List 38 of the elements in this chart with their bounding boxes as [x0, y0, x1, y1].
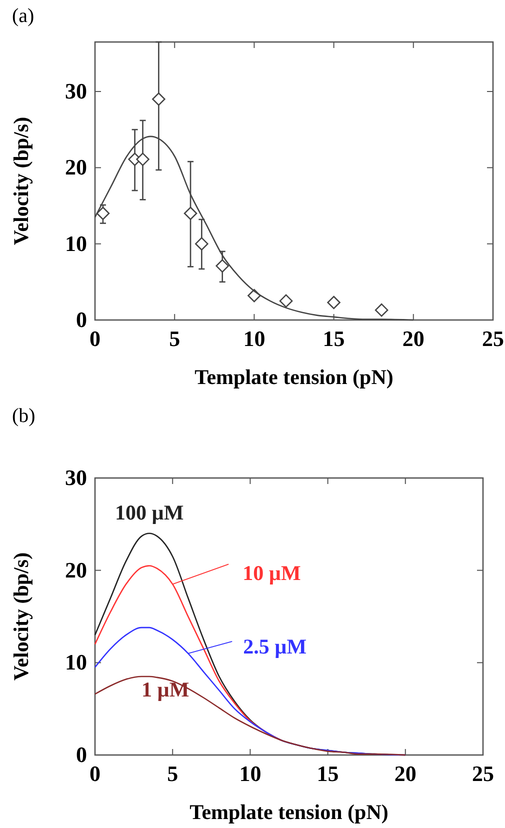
- x-axis-title: Template tension (pN): [190, 800, 388, 824]
- point: [279, 294, 293, 308]
- point: [152, 92, 166, 106]
- point: [195, 237, 208, 250]
- y-tick-label: 30: [65, 465, 87, 490]
- y-tick-label: 0: [76, 742, 87, 767]
- point: [136, 152, 150, 166]
- x-tick-label: 5: [167, 761, 178, 786]
- line-series: [94, 676, 406, 756]
- x-tick-label: 25: [482, 326, 504, 351]
- x-tick-label: 25: [472, 761, 494, 786]
- point: [96, 206, 110, 220]
- chart-title: (a): [12, 5, 34, 27]
- legend-label: 10 µM: [242, 561, 301, 586]
- legend-label: 2.5 µM: [243, 634, 307, 658]
- x-tick-label: 10: [243, 326, 266, 351]
- y-tick-label: 10: [65, 230, 87, 256]
- x-tick-label: 10: [239, 761, 262, 786]
- y-axis-title: Velocity (bp/s): [9, 552, 33, 681]
- x-axis-title: Template tension (pN): [194, 365, 394, 389]
- chart-title: (b): [12, 405, 36, 427]
- y-axis-title: Velocity (bp/s): [9, 116, 33, 246]
- y-tick-label: 0: [76, 307, 87, 332]
- point: [216, 259, 230, 273]
- point: [184, 206, 198, 220]
- series-label: 1 µM: [142, 678, 190, 702]
- y-tick-label: 10: [65, 650, 87, 675]
- series-label: 100 µM: [114, 500, 184, 524]
- point: [374, 303, 388, 317]
- y-tick-label: 20: [65, 557, 87, 582]
- y-tick-label: 20: [65, 154, 87, 180]
- x-tick-label: 20: [402, 326, 424, 351]
- x-tick-label: 20: [394, 761, 416, 786]
- x-tick-label: 15: [316, 761, 339, 786]
- point: [327, 296, 340, 310]
- y-tick-label: 30: [65, 78, 87, 104]
- x-tick-label: 5: [169, 326, 180, 351]
- x-tick-label: 15: [322, 326, 345, 351]
